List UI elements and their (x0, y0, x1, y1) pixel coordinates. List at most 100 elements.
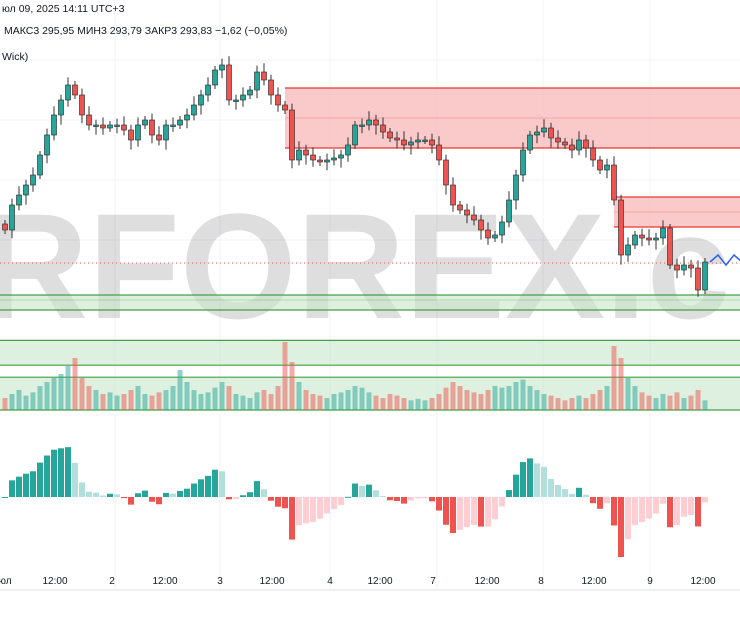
oscillator-bar (464, 497, 470, 528)
candle-bullish (93, 124, 99, 127)
candle-bullish (632, 234, 638, 246)
candle-bullish (30, 174, 36, 186)
volume-bar (338, 392, 344, 410)
oscillator-bar (135, 493, 141, 497)
candle-bearish (562, 141, 568, 146)
candle-bullish (16, 194, 22, 206)
oscillator-bar (212, 469, 218, 497)
oscillator-bar (583, 494, 589, 497)
candle-bullish (177, 119, 183, 126)
candle-bullish (51, 114, 57, 136)
candle-bullish (198, 94, 204, 106)
candle-bullish (205, 84, 211, 96)
oscillator-bar (527, 458, 533, 497)
volume-bar (639, 392, 645, 410)
volume-bar (688, 395, 694, 410)
oscillator-bar (702, 497, 708, 503)
volume-bar (401, 398, 407, 410)
oscillator-pane (2, 447, 708, 557)
oscillator-bar (86, 491, 92, 497)
oscillator-bar (275, 497, 281, 507)
oscillator-bar (226, 497, 232, 500)
oscillator-bar (359, 485, 365, 497)
oscillator-bar (429, 497, 435, 502)
volume-bar (450, 382, 456, 410)
oscillator-bar (219, 471, 225, 497)
candle-bullish (324, 159, 330, 163)
volume-bar (457, 386, 463, 410)
oscillator-bar (93, 492, 99, 497)
candle-bearish (121, 124, 127, 131)
time-tick-label: 2 (109, 576, 115, 587)
volume-bar (240, 395, 246, 410)
time-tick-label: 12:00 (259, 576, 284, 587)
candle-bearish (303, 149, 309, 156)
oscillator-bar (485, 497, 491, 527)
volume-bar (135, 386, 141, 410)
candle-bullish (499, 221, 505, 236)
time-tick-label: 12:00 (367, 576, 392, 587)
candle-bearish (548, 127, 554, 139)
oscillator-bar (23, 473, 29, 497)
volume-bar (436, 394, 442, 410)
candle-bearish (611, 164, 617, 201)
candle-bullish (492, 234, 498, 239)
volume-bar (219, 382, 225, 410)
candle-bearish (555, 137, 561, 143)
candle-bearish (695, 267, 701, 291)
oscillator-bar (338, 497, 344, 505)
volume-bar (590, 394, 596, 410)
oscillator-bar (688, 497, 694, 516)
volume-bar (9, 394, 15, 410)
oscillator-bar (16, 476, 22, 497)
volume-bar (352, 386, 358, 410)
volume-bar (485, 390, 491, 410)
volume-bar (100, 394, 106, 410)
volume-bar (555, 398, 561, 410)
oscillator-bar (541, 466, 547, 497)
volume-bar (205, 392, 211, 410)
oscillator-bar (142, 490, 148, 497)
candle-bullish (240, 94, 246, 101)
candle-bullish (219, 64, 225, 71)
volume-bar (520, 379, 526, 410)
candle-bearish (275, 94, 281, 106)
oscillator-bar (233, 497, 239, 499)
volume-bar (324, 398, 330, 410)
candle-bullish (9, 204, 15, 231)
candle-bullish (163, 124, 169, 141)
candle-bearish (289, 109, 295, 161)
candle-bullish (65, 84, 71, 101)
time-tick-label: 12:00 (474, 576, 499, 587)
volume-bar (499, 387, 505, 410)
volume-bar (212, 387, 218, 410)
candle-bullish (506, 199, 512, 223)
oscillator-bar (457, 497, 463, 530)
oscillator-bar (415, 497, 421, 499)
time-tick-label: 12:00 (42, 576, 67, 587)
candle-bullish (338, 154, 344, 159)
oscillator-bar (513, 474, 519, 497)
volume-bar (65, 366, 71, 410)
candle-bearish (149, 119, 155, 136)
candle-bearish (401, 139, 407, 146)
volume-bar (282, 342, 288, 410)
candle-bearish (380, 124, 386, 133)
oscillator-bar (366, 484, 372, 497)
candle-bearish (387, 131, 393, 139)
volume-bar (345, 390, 351, 410)
candle-bullish (422, 139, 428, 142)
time-axis[interactable]: юл 12:00 2 12:00 3 12:00 4 12:00 7 12:00 8 12:00 9 12… (0, 576, 716, 587)
oscillator-bar (408, 497, 414, 501)
oscillator-bar (576, 487, 582, 497)
candle-bullish (212, 69, 218, 86)
oscillator-bar (177, 490, 183, 497)
volume-bar (233, 394, 239, 410)
candle-bearish (128, 129, 134, 141)
volume-bar (394, 395, 400, 410)
volume-bar (191, 390, 197, 410)
indicator-label[interactable]: Wick) (2, 51, 29, 63)
candle-bullish (527, 134, 533, 151)
volume-bar (443, 387, 449, 410)
